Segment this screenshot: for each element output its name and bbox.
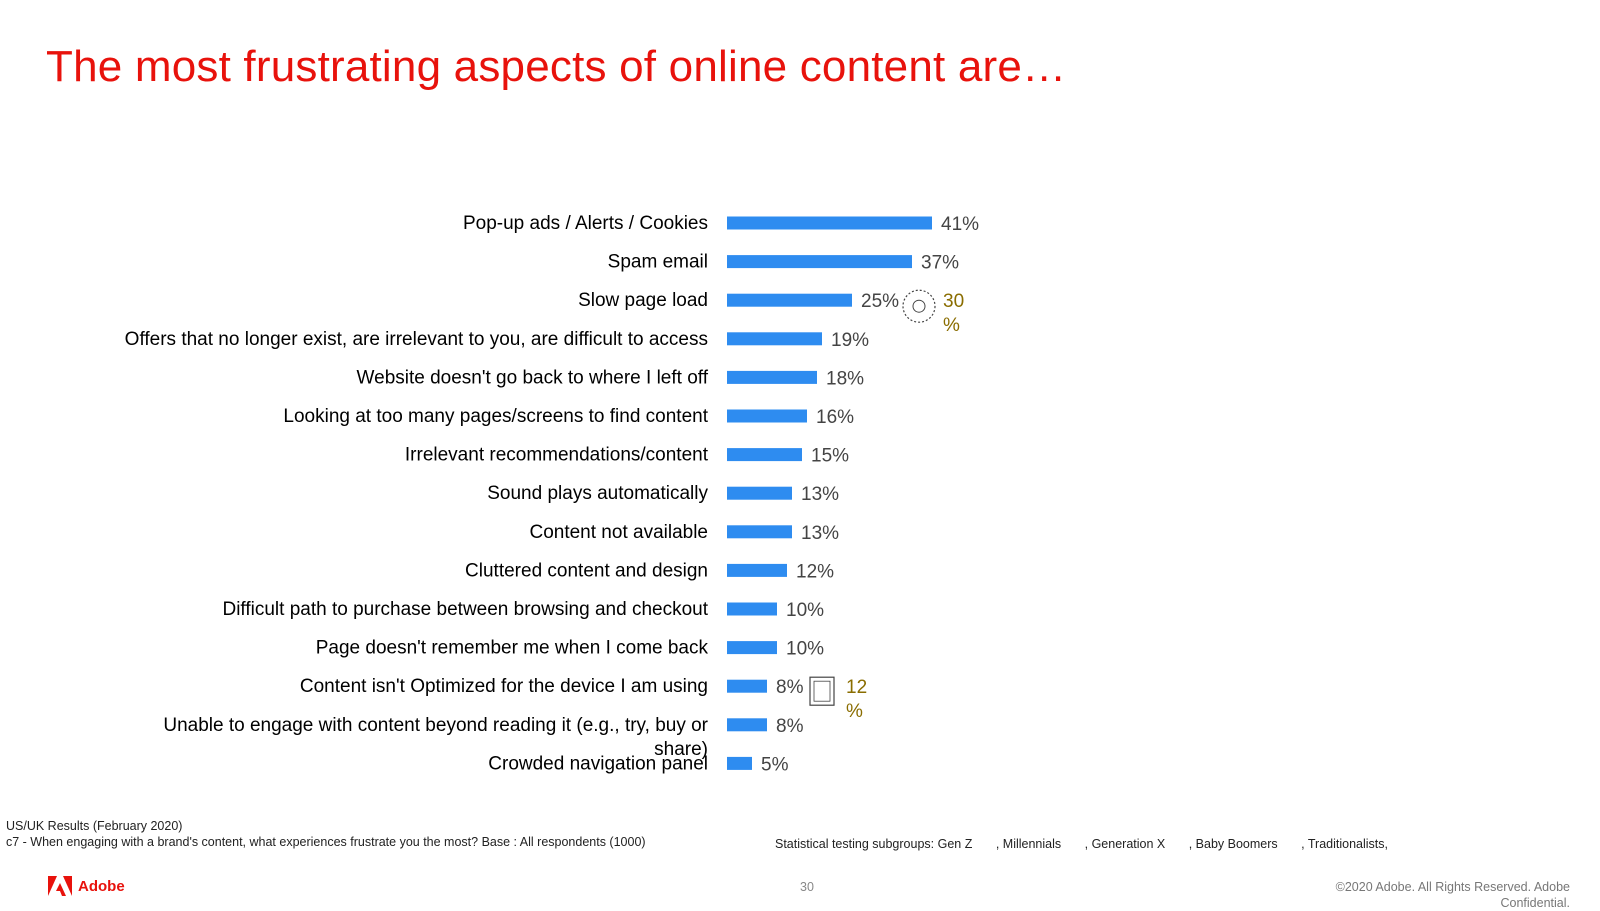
- value-label: 8%: [776, 716, 804, 737]
- value-label: 15%: [811, 446, 849, 467]
- copyright: ©2020 Adobe. All Rights Reserved. Adobe …: [1336, 879, 1570, 911]
- bar: [727, 293, 852, 307]
- copyright-line-2: Confidential.: [1500, 896, 1571, 910]
- subgroups-legend: Statistical testing subgroups: Gen Z , M…: [775, 837, 1408, 851]
- bar: [727, 370, 817, 384]
- category-label: Slow page load: [578, 290, 708, 311]
- value-label: 8%: [776, 677, 804, 698]
- category-label: Offers that no longer exist, are irrelev…: [125, 329, 708, 350]
- adobe-logo-text: Adobe: [78, 877, 125, 895]
- category-label: Page doesn't remember me when I come bac…: [316, 638, 709, 659]
- callout-value: 12%: [846, 677, 867, 722]
- bar-chart: Pop-up ads / Alerts / Cookies 41% Spam ema…: [125, 213, 979, 775]
- value-label: 18%: [826, 368, 864, 389]
- value-label: 13%: [801, 523, 839, 544]
- subgroup-millennials: , Millennials: [995, 837, 1062, 851]
- bar: [727, 563, 787, 577]
- category-label: Content isn't Optimized for the device I…: [300, 676, 708, 697]
- value-label: 5%: [761, 754, 789, 775]
- subgroup-gen-z: Gen Z: [937, 837, 973, 851]
- slide-title: The most frustrating aspects of online c…: [46, 42, 1067, 91]
- copyright-line-1: ©2020 Adobe. All Rights Reserved. Adobe: [1335, 880, 1570, 894]
- value-label: 19%: [831, 330, 869, 351]
- value-label: 12%: [796, 561, 834, 582]
- subgroup-baby-boomers: , Baby Boomers: [1188, 837, 1278, 851]
- category-label: Looking at too many pages/screens to fin…: [283, 406, 708, 427]
- value-label: 10%: [786, 639, 824, 660]
- category-label: Content not available: [529, 522, 708, 543]
- category-label: Sound plays automatically: [487, 483, 708, 504]
- footnote-question: c7 - When engaging with a brand's conten…: [6, 835, 646, 849]
- value-label: 25%: [861, 291, 899, 312]
- disc-center-icon: [912, 299, 926, 313]
- adobe-logo: Adobe: [48, 876, 125, 896]
- category-label: Spam email: [608, 252, 708, 273]
- bar: [727, 602, 777, 616]
- value-label: 13%: [801, 484, 839, 505]
- subgroup-traditionalists: , Traditionalists,: [1301, 837, 1388, 851]
- bar: [727, 641, 777, 655]
- bar: [727, 525, 792, 539]
- bar: [727, 409, 807, 423]
- value-label: 41%: [941, 214, 979, 235]
- phone-screen-icon: [813, 680, 831, 702]
- baby-boomers-disc-icon: [902, 289, 936, 323]
- category-label: Unable to engage with content beyond rea…: [163, 715, 708, 760]
- value-label: 16%: [816, 407, 854, 428]
- bar: [727, 255, 912, 269]
- bar: [727, 486, 792, 500]
- category-label: Pop-up ads / Alerts / Cookies: [463, 213, 708, 234]
- bar: [727, 332, 822, 346]
- footnote-source: US/UK Results (February 2020): [6, 819, 183, 833]
- category-label: Irrelevant recommendations/content: [405, 445, 709, 466]
- bar: [727, 216, 932, 230]
- category-label: Crowded navigation panel: [488, 753, 708, 774]
- callout-value: 30%: [943, 291, 964, 336]
- gen-z-phone-icon: [809, 676, 835, 706]
- value-label: 10%: [786, 600, 824, 621]
- category-label: Difficult path to purchase between brows…: [222, 599, 708, 620]
- bar: [727, 756, 752, 770]
- bar: [727, 679, 767, 693]
- subgroups-label: Statistical testing subgroups:: [775, 837, 935, 851]
- adobe-logo-icon: [48, 876, 72, 896]
- bar: [727, 448, 802, 462]
- category-label: Cluttered content and design: [465, 560, 708, 581]
- bar: [727, 718, 767, 732]
- page-number: 30: [800, 880, 814, 894]
- subgroup-generation-x: , Generation X: [1084, 837, 1166, 851]
- category-label: Website doesn't go back to where I left …: [357, 367, 709, 388]
- value-label: 37%: [921, 253, 959, 274]
